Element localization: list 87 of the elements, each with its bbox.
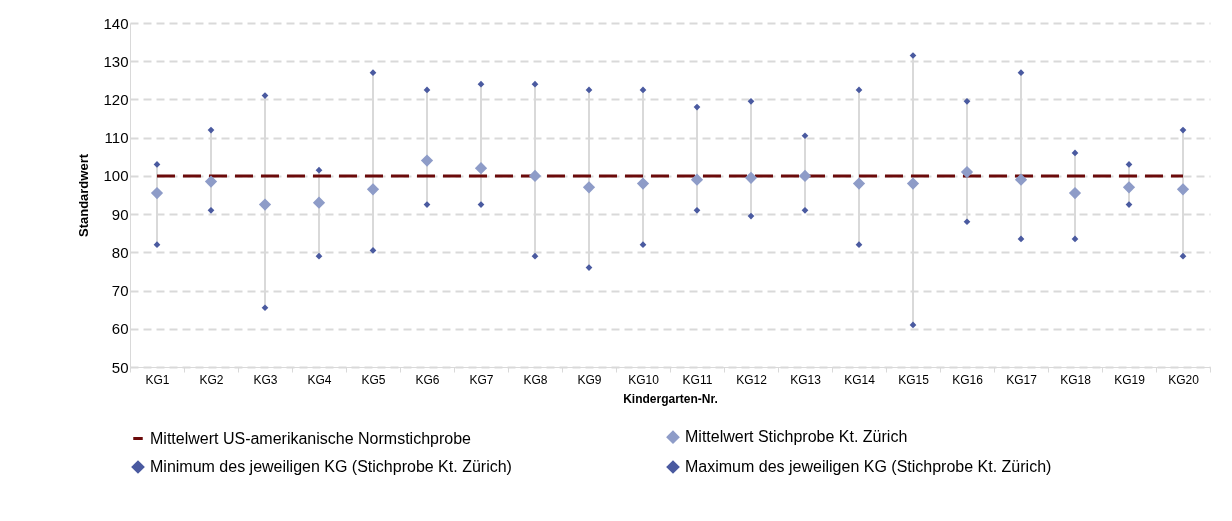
point (423, 86, 431, 94)
x-tick-label: KG8 (523, 372, 548, 387)
point (420, 154, 434, 167)
x-tick-label: KG12 (736, 372, 768, 387)
point (1017, 235, 1025, 243)
x-tick-label: KG4 (307, 372, 332, 387)
point (693, 206, 701, 214)
point (261, 304, 269, 312)
x-tick-label: KG9 (577, 372, 602, 387)
point (477, 80, 485, 88)
x-tick-label: KG1 (145, 372, 170, 387)
x-tick-label: KG18 (1060, 372, 1092, 387)
x-tick-label: KG3 (253, 372, 278, 387)
point (744, 171, 758, 184)
point (153, 241, 161, 249)
point (528, 169, 542, 183)
point (798, 169, 812, 183)
point (150, 186, 164, 200)
legend-label: Minimum des jeweiligen KG (Stichprobe Kt. Zürich) (150, 458, 512, 475)
point (207, 206, 215, 214)
point (1122, 181, 1136, 194)
x-tick-label: KG5 (361, 372, 386, 387)
y-tick-label: 80 (111, 243, 129, 261)
y-tick-label: 100 (103, 167, 129, 185)
y-tick-label: 120 (103, 90, 129, 108)
point (369, 69, 377, 77)
point (747, 98, 755, 105)
point (1179, 126, 1187, 134)
y-tick-label: 50 (111, 358, 129, 376)
point (1179, 252, 1187, 260)
y-axis-title: Standardwert (76, 153, 92, 238)
point (315, 252, 323, 260)
point (639, 86, 647, 94)
point (855, 241, 863, 249)
point (315, 166, 323, 174)
legend-label: Maximum des jeweiligen KG (Stichprobe Kt. Zürich) (685, 458, 1052, 475)
point (312, 196, 326, 209)
legend-label: Mittelwert Stichprobe Kt. Zürich (685, 428, 908, 446)
x-tick-label: KG2 (199, 372, 224, 387)
point (693, 103, 701, 111)
x-tick-label: KG15 (898, 372, 930, 387)
point (801, 206, 809, 214)
x-tick-label: KG7 (469, 372, 494, 387)
x-tick-label: KG17 (1006, 372, 1038, 387)
x-tick-label: KG20 (1168, 372, 1200, 387)
x-axis-title: Kindergarten-Nr. (623, 391, 718, 406)
x-tick-label: KG19 (1114, 372, 1146, 387)
point (639, 241, 647, 249)
point (1014, 173, 1028, 186)
point (747, 212, 755, 220)
point (204, 175, 218, 188)
point (582, 181, 596, 194)
point (1176, 183, 1190, 196)
point (258, 198, 272, 211)
x-tick-label: KG11 (682, 372, 713, 387)
y-tick-label: 110 (104, 129, 129, 147)
point (1071, 235, 1079, 243)
y-tick-label: 130 (103, 52, 129, 70)
y-tick-label: 70 (111, 282, 129, 300)
point (1071, 149, 1079, 157)
x-tick-label: KG13 (790, 372, 822, 387)
point (1017, 69, 1025, 77)
point (207, 126, 215, 134)
point (366, 183, 380, 196)
point (963, 98, 971, 105)
point (474, 162, 488, 175)
y-tick-label: 90 (111, 205, 129, 223)
point (801, 132, 809, 140)
point (1068, 186, 1082, 200)
point (963, 218, 971, 226)
point (585, 86, 593, 94)
point (531, 80, 539, 88)
x-tick-label: KG16 (952, 372, 984, 387)
point (852, 177, 866, 190)
legend-label: Mittelwert US-amerikanische Normstichprobe (150, 429, 472, 447)
y-tick-label: 60 (111, 320, 129, 338)
x-tick-label: KG14 (844, 372, 876, 387)
point (855, 86, 863, 94)
x-tick-label: KG6 (415, 372, 440, 387)
point (960, 165, 974, 179)
point (636, 177, 650, 190)
point (690, 173, 704, 186)
point (909, 321, 917, 329)
point (531, 252, 539, 260)
x-tick-label: KG10 (628, 372, 660, 387)
y-tick-label: 140 (103, 14, 129, 32)
point (906, 177, 920, 190)
